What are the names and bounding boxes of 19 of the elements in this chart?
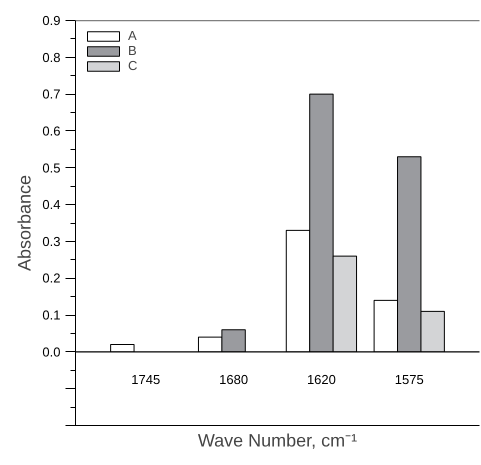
y-tick-label: 0.3 [42, 234, 61, 249]
legend-label: B [128, 43, 138, 58]
y-tick-label: 0.4 [42, 197, 61, 212]
y-tick-label: 0.7 [42, 86, 61, 102]
y-tick-label: 0.5 [42, 160, 61, 176]
x-tick-label: 1745 [131, 372, 160, 387]
x-tick-label: 1620 [306, 372, 336, 387]
y-tick-label: 0.8 [42, 50, 61, 65]
y-tick-label: 0.6 [42, 123, 61, 138]
x-tick-label: 1680 [219, 372, 248, 387]
y-tick-label: 0.9 [42, 13, 61, 28]
y-tick-label: 0.1 [42, 308, 61, 323]
legend-label: C [128, 58, 138, 73]
legend-label: A [128, 28, 138, 43]
text: 0.0 [42, 344, 61, 360]
y-axis-title: Absorbance [14, 174, 34, 272]
x-axis-title: Wave Number, cm⁻¹ [198, 430, 358, 450]
x-tick-label: 1575 [394, 372, 424, 387]
y-tick-label: 0.2 [42, 270, 61, 286]
